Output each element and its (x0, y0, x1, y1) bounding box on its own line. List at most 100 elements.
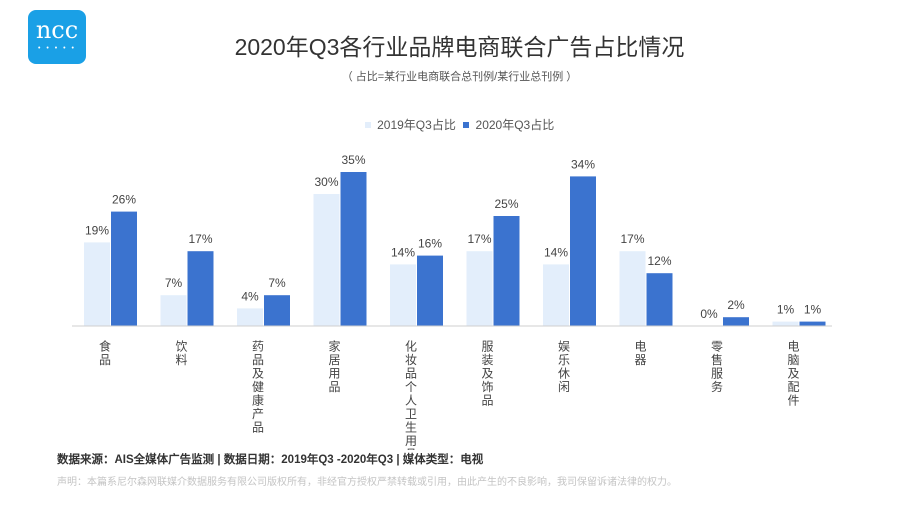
legend-swatch-2019 (364, 121, 371, 128)
category-label-char: 件 (786, 394, 800, 406)
data-source-note: 数据来源：AIS全媒体广告监测 | 数据日期：2019年Q3 -2020年Q3 … (57, 454, 484, 466)
data-label-2020: 16% (418, 237, 442, 251)
legend-item-2019: 2019年Q3占比 (364, 116, 456, 133)
category-label-char: 品 (98, 354, 112, 366)
category-label-char: 家 (327, 339, 341, 352)
category-label-char: 品 (327, 381, 341, 393)
data-label-2019: 14% (544, 245, 568, 259)
bar-2020 (570, 176, 596, 326)
category-label-char: 产 (251, 407, 265, 420)
data-label-2019: 0% (700, 307, 718, 321)
category-label-char: 配 (786, 380, 800, 392)
data-label-2020: 1% (804, 303, 822, 317)
category-label-char: 闲 (557, 380, 571, 392)
category-label-char: 售 (710, 352, 724, 365)
category-label-char: 料 (174, 353, 188, 365)
category-label-char: 脑 (786, 353, 800, 365)
category-label-char: 化 (404, 340, 418, 353)
category-label-char: 乐 (557, 353, 571, 365)
bar-2020 (417, 255, 443, 326)
legend-swatch-2020 (463, 121, 470, 128)
category-label-char: 及 (251, 367, 265, 379)
category-label-char: 人 (404, 394, 418, 406)
category-label: 电脑及配件 (786, 340, 800, 406)
category-label-char: 电 (633, 340, 647, 352)
data-label-2019: 14% (391, 245, 415, 259)
category-label: 零售服务 (710, 340, 724, 393)
category-label-char: 电 (786, 340, 800, 352)
bar-2020 (340, 172, 367, 326)
category-label-char: 服 (710, 367, 724, 380)
bar-2020 (264, 295, 290, 326)
ncc-logo: ncc • • • • • (28, 10, 86, 64)
data-label-2020: 2% (727, 298, 745, 312)
data-label-2019: 17% (467, 232, 491, 246)
category-label-char: 卫 (404, 408, 418, 420)
category-label-char: 装 (480, 353, 494, 366)
category-label-char: 妆 (404, 353, 418, 365)
bar-2020 (646, 273, 673, 326)
bar-chart: 19%26%食品7%17%饮料4%7%药品及健康产品30%35%家居用品14%1… (72, 153, 832, 450)
bar-2019 (466, 251, 493, 326)
category-label-char: 药 (251, 340, 265, 352)
data-label-2019: 17% (620, 232, 644, 246)
category-label-char: 康 (251, 393, 265, 406)
bar-2019 (619, 251, 646, 326)
category-label-char: 食 (98, 339, 112, 352)
category-label: 药品及健康产品 (251, 340, 265, 433)
category-label-char: 零 (710, 340, 724, 353)
category-label-char: 用 (404, 435, 418, 448)
category-label-char: 及 (786, 367, 800, 379)
bar-2019 (390, 264, 416, 326)
bar-2020 (111, 211, 137, 326)
bar-2019 (237, 308, 263, 326)
category-label-char: 务 (710, 379, 724, 392)
category-label-char: 饰 (480, 380, 494, 392)
category-label: 饮料 (174, 340, 188, 366)
category-label-char: 服 (480, 340, 494, 353)
category-label: 化妆品个人卫生用品 (404, 340, 418, 450)
category-label: 家居用品 (327, 339, 341, 393)
chart-title: 2020年Q3各行业品牌电商联合广告占比情况 (234, 34, 685, 60)
data-label-2019: 7% (165, 276, 183, 290)
data-label-2020: 35% (341, 153, 365, 167)
category-label-char: 休 (557, 367, 571, 379)
disclaimer-note: 声明：本篇系尼尔森网联媒介数据服务有限公司版权所有，非经官方授权严禁转载或引用，… (57, 477, 677, 488)
category-label: 服装及饰品 (480, 340, 494, 406)
data-label-2020: 25% (494, 197, 518, 211)
data-label-2020: 7% (268, 276, 286, 290)
data-label-2020: 12% (647, 254, 671, 268)
data-label-2020: 17% (188, 232, 212, 246)
category-label-char: 器 (633, 354, 647, 367)
category-label-char: 品 (404, 448, 418, 450)
legend-label-2020: 2020年Q3占比 (475, 118, 555, 132)
data-label-2019: 19% (85, 223, 109, 237)
logo-text: ncc (35, 16, 79, 44)
category-label-char: 用 (327, 367, 341, 380)
category-label: 电器 (633, 340, 647, 367)
bar-2020 (799, 321, 826, 326)
bar-2020 (723, 317, 749, 326)
bar-2020 (187, 251, 214, 326)
legend-item-2020: 2020年Q3占比 (463, 116, 554, 133)
data-label-2019: 30% (314, 175, 338, 189)
category-label-char: 品 (480, 394, 494, 406)
category-label-char: 个 (404, 380, 418, 392)
category-label-char: 健 (251, 380, 265, 392)
logo-dots: • • • • • (37, 45, 77, 52)
bar-2019 (772, 321, 799, 326)
category-label-char: 生 (404, 421, 418, 433)
legend-label-2019: 2019年Q3占比 (377, 118, 456, 132)
chart-subtitle: （ 占比=某行业电商联合总刊例/某行业总刊例 ） (341, 71, 578, 83)
category-label-char: 品 (251, 421, 265, 433)
bar-2019 (313, 194, 340, 326)
category-label: 娱乐休闲 (557, 340, 571, 393)
chart-legend: 2019年Q3占比 2020年Q3占比 (0, 116, 919, 133)
bar-2020 (493, 216, 520, 326)
bar-2019 (543, 264, 569, 326)
category-label-char: 居 (327, 354, 341, 367)
data-label-2019: 4% (241, 289, 259, 303)
data-label-2019: 1% (777, 303, 795, 317)
category-label-char: 及 (480, 367, 494, 379)
data-label-2020: 34% (571, 157, 595, 171)
